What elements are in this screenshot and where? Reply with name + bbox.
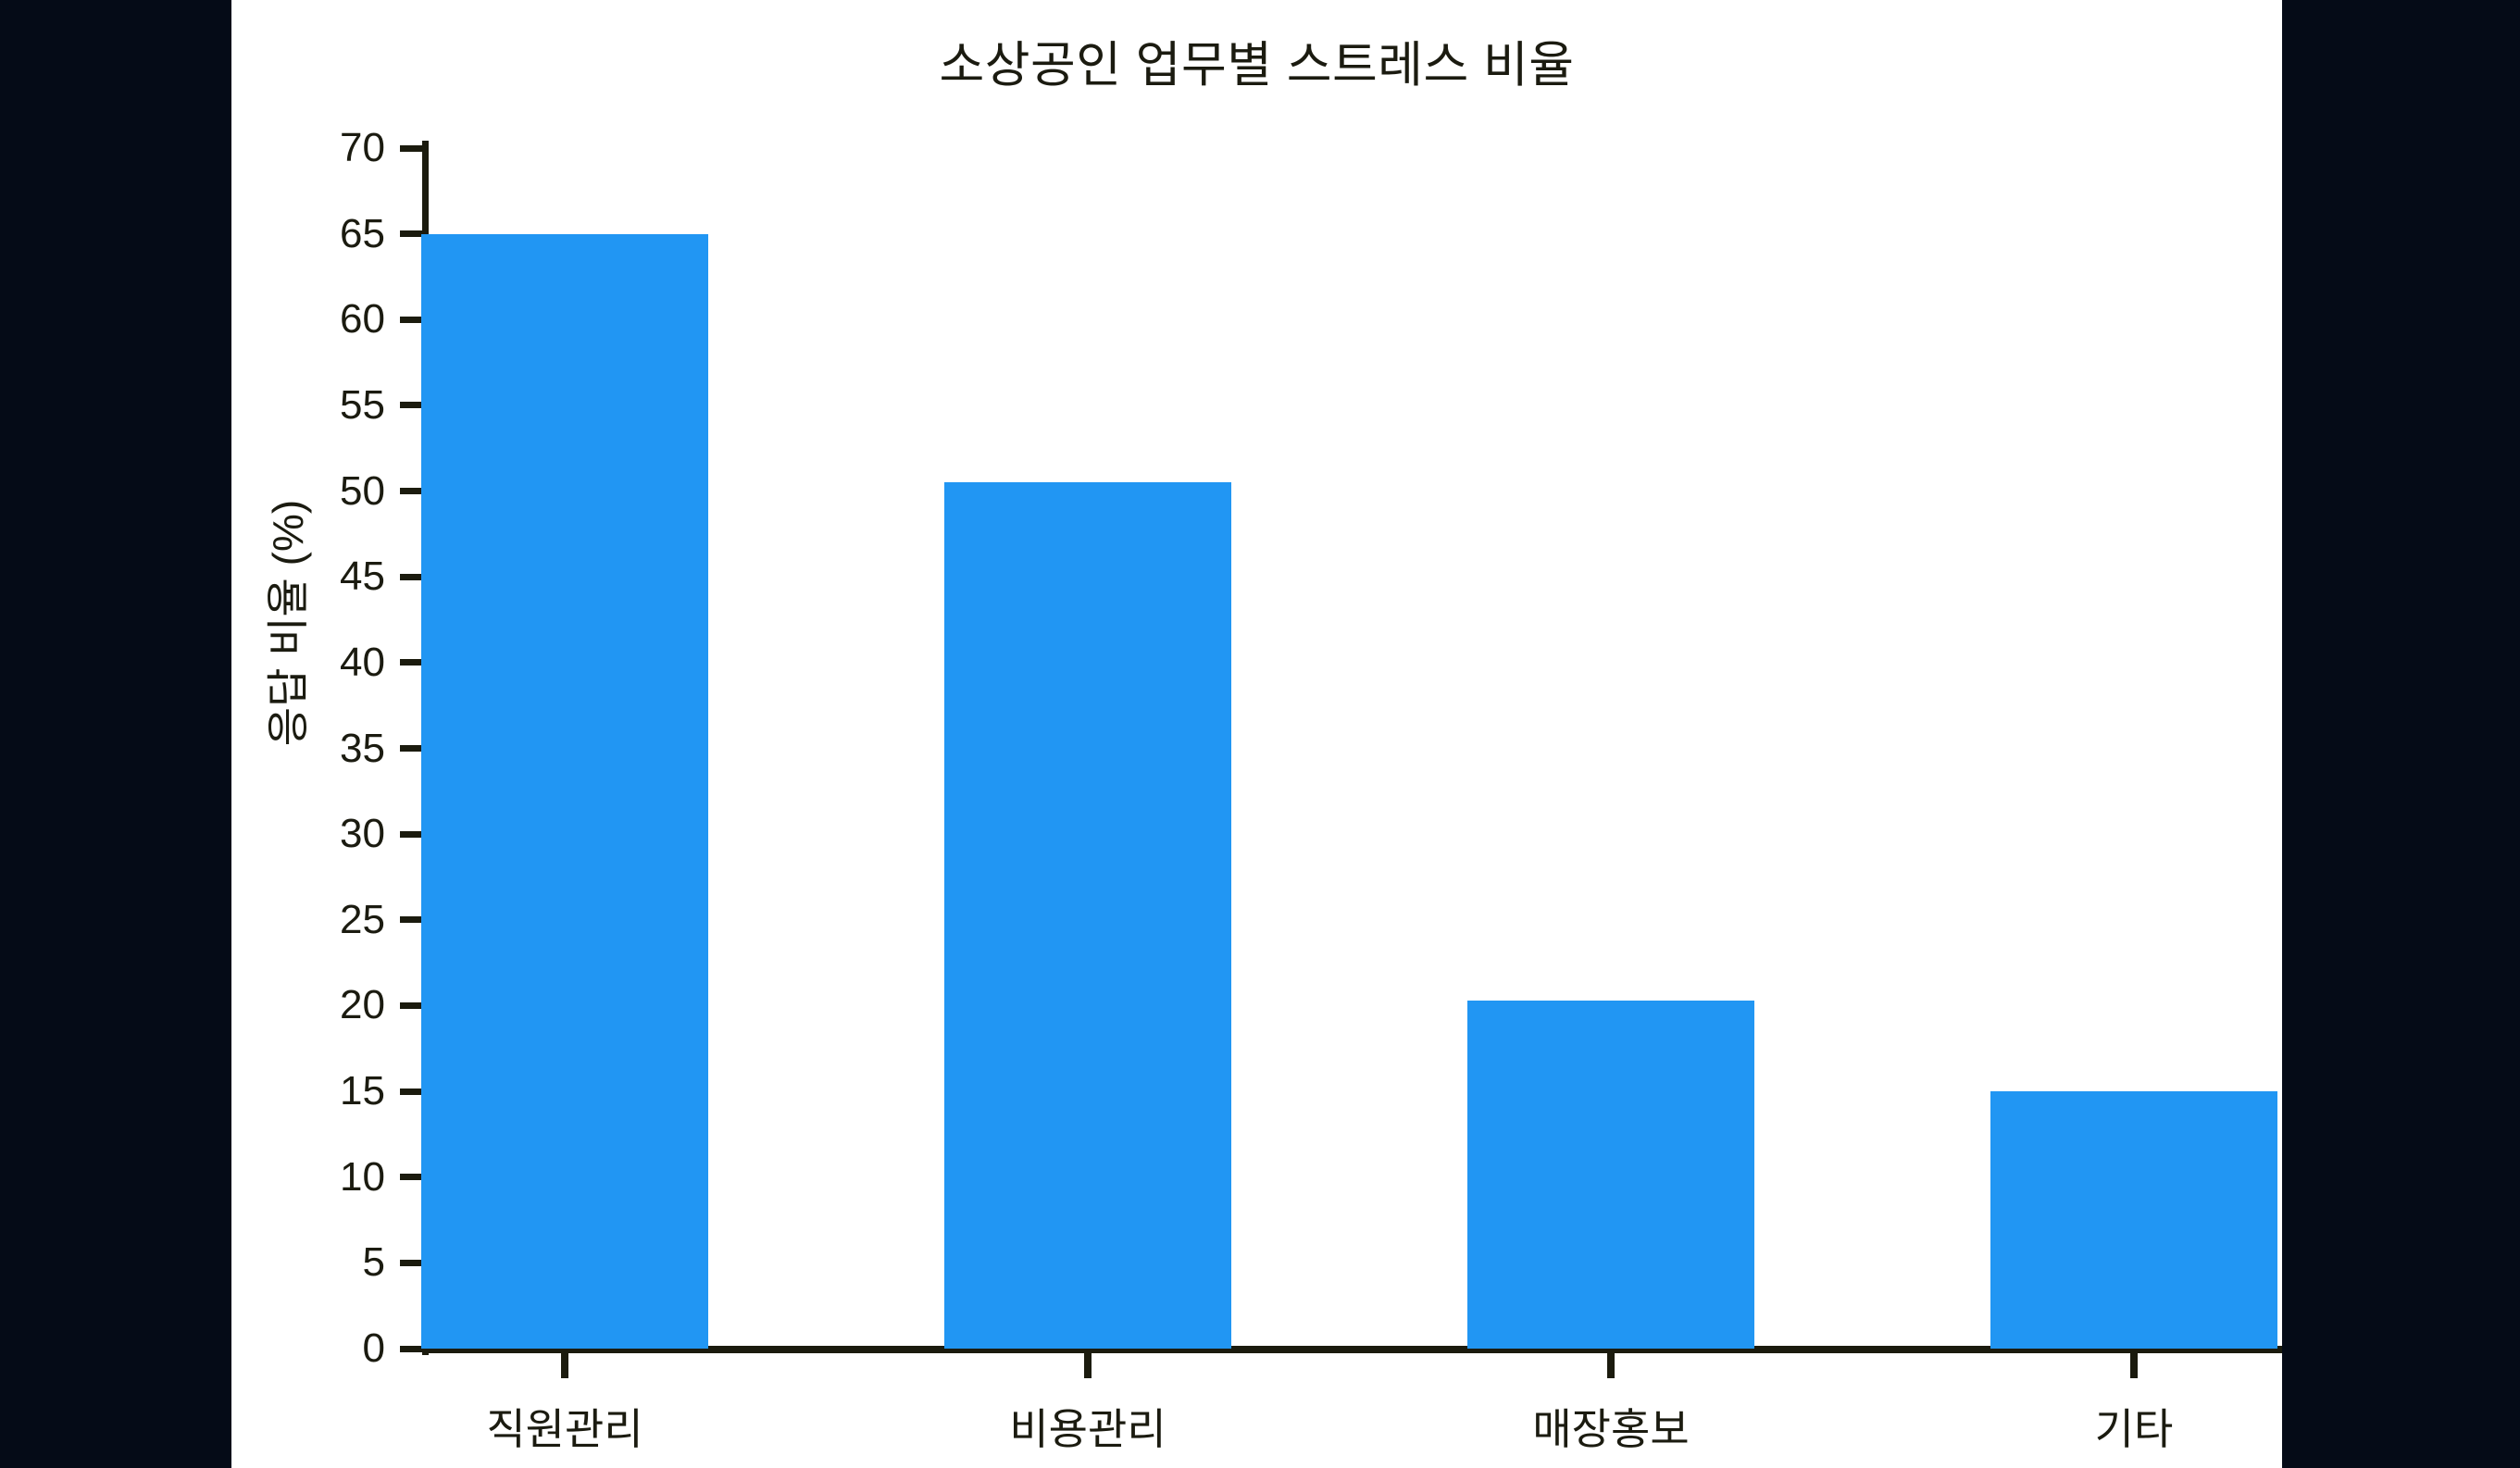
figure-canvas: 소상공인 업무별 스트레스 비율 0 5 10 15 20 25 30 35 40 45 50 55 6… [231,0,2282,1468]
x-axis-spine [422,1346,2282,1353]
y-axis-tick [400,316,424,323]
x-axis-tick-label: 비용관리 [1009,1405,1166,1453]
x-axis-tick [2130,1353,2138,1378]
y-axis-tick [400,830,424,838]
bar [1990,1091,2277,1349]
y-axis-tick-label: 60 [340,296,385,342]
plot-area: 0 5 10 15 20 25 30 35 40 45 50 55 60 65 70 직원관리 비용관리 매장홍… [231,0,2282,1468]
y-axis-tick-label: 20 [340,982,385,1028]
y-axis-tick [400,745,424,752]
y-axis-tick [400,1345,424,1352]
y-axis-tick-label: 5 [362,1239,385,1286]
y-axis-tick-label: 50 [340,467,385,514]
y-axis-tick-label: 55 [340,381,385,428]
y-axis-tick-label: 45 [340,554,385,600]
bar [421,233,708,1349]
y-axis-tick-label: 30 [340,811,385,857]
bar [1467,1000,1754,1349]
y-axis-tick [400,1259,424,1266]
y-axis-tick [400,1001,424,1009]
y-axis-tick [400,1174,424,1181]
y-axis-tick-label: 25 [340,896,385,942]
y-axis-label: 응답 비율 (%) [264,499,312,747]
bar [944,482,1231,1349]
x-axis-tick-label: 직원관리 [486,1405,643,1453]
x-axis-tick [561,1353,568,1378]
y-axis-tick-label: 15 [340,1068,385,1114]
y-axis-tick-label: 40 [340,639,385,685]
y-axis-tick [400,488,424,495]
y-axis-tick-label: 0 [362,1325,385,1371]
x-axis-tick-label: 기타 [2094,1405,2174,1453]
y-axis-tick [400,659,424,666]
y-axis-tick [400,230,424,238]
y-axis-tick [400,916,424,924]
y-axis-tick [400,1088,424,1095]
x-axis-tick [1084,1353,1092,1378]
y-axis-tick-label: 10 [340,1153,385,1200]
y-axis-tick [400,402,424,409]
page-title: 소상공인 업무별 스트레스 비율 [939,38,1575,93]
y-axis-tick [400,573,424,580]
y-axis-tick [400,144,424,152]
y-axis-tick-label: 35 [340,725,385,771]
x-axis-tick-label: 매장홍보 [1532,1405,1690,1453]
y-axis-tick-label: 65 [340,210,385,256]
x-axis-tick [1607,1353,1615,1378]
y-axis-tick-label: 70 [340,125,385,170]
